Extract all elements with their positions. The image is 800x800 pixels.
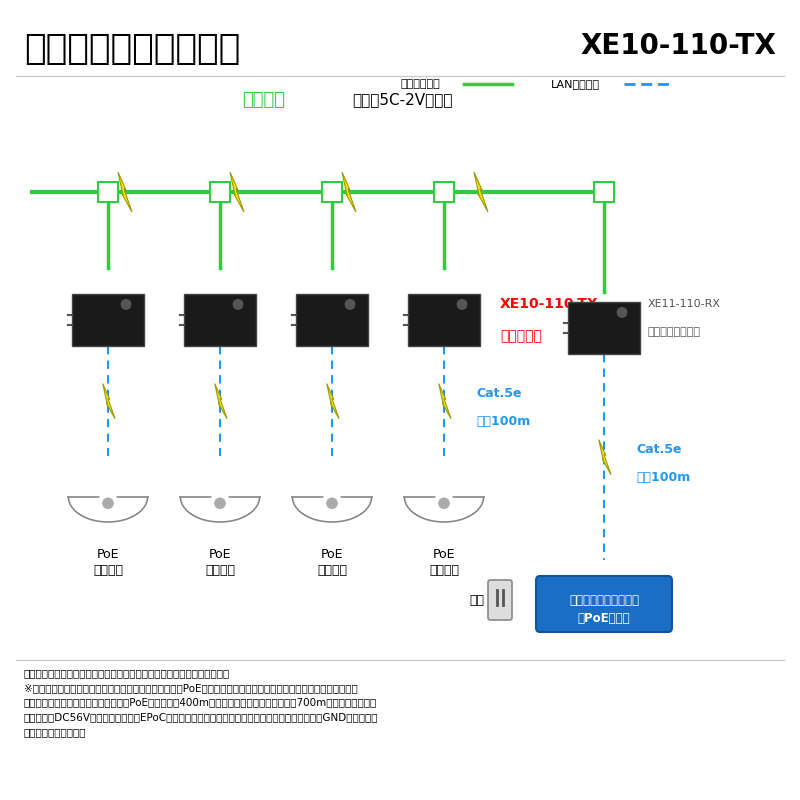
Circle shape	[322, 493, 342, 514]
Text: （PoE対応）: （PoE対応）	[578, 612, 630, 625]
Text: PoE: PoE	[321, 548, 343, 561]
Text: 対応機器: 対応機器	[205, 564, 235, 577]
Polygon shape	[230, 172, 244, 212]
Polygon shape	[214, 384, 227, 419]
Circle shape	[98, 493, 118, 514]
Text: デイジーチェーン接続は、複数の送信器を数珠繋ぎに接続する方法です。
※送信器は同軸ケーブル上の任意の位置に設置可能で、PoE給電時には最大４台、イーサネット信号: デイジーチェーン接続は、複数の送信器を数珠繋ぎに接続する方法です。 ※送信器は同…	[24, 668, 378, 738]
Polygon shape	[118, 172, 132, 212]
Text: 対応機器: 対応機器	[93, 564, 123, 577]
Polygon shape	[69, 497, 147, 522]
Text: 最大100m: 最大100m	[636, 470, 690, 484]
FancyBboxPatch shape	[322, 182, 342, 202]
Polygon shape	[405, 497, 483, 522]
Text: イーサネットスイッチ: イーサネットスイッチ	[569, 594, 639, 606]
Text: XE11-110-RX: XE11-110-RX	[648, 299, 721, 309]
Text: 電力: 電力	[469, 594, 484, 606]
Text: PoE: PoE	[209, 548, 231, 561]
Polygon shape	[293, 497, 371, 522]
Text: 最大100m: 最大100m	[476, 414, 530, 428]
FancyBboxPatch shape	[536, 576, 672, 632]
FancyBboxPatch shape	[568, 302, 640, 354]
Circle shape	[618, 307, 627, 318]
Text: （受信機・別売）: （受信機・別売）	[648, 327, 701, 337]
Text: 同軸ケーブル: 同軸ケーブル	[400, 79, 440, 89]
FancyBboxPatch shape	[98, 182, 118, 202]
Text: LANケーブル: LANケーブル	[551, 79, 600, 89]
Text: 同軸ケー: 同軸ケー	[242, 91, 286, 109]
FancyBboxPatch shape	[296, 294, 368, 346]
Text: 対応機器: 対応機器	[429, 564, 459, 577]
Text: Cat.5e: Cat.5e	[476, 386, 522, 400]
Circle shape	[326, 498, 338, 509]
FancyBboxPatch shape	[434, 182, 454, 202]
Text: デイジーチェーン接続: デイジーチェーン接続	[24, 32, 240, 66]
FancyBboxPatch shape	[594, 182, 614, 202]
Circle shape	[214, 498, 226, 509]
Text: PoE: PoE	[97, 548, 119, 561]
Text: 対応機器: 対応機器	[317, 564, 347, 577]
Polygon shape	[342, 172, 356, 212]
Polygon shape	[438, 384, 451, 419]
FancyBboxPatch shape	[184, 294, 256, 346]
FancyBboxPatch shape	[210, 182, 230, 202]
Polygon shape	[181, 497, 259, 522]
Circle shape	[210, 493, 230, 514]
Circle shape	[102, 498, 114, 509]
Text: XE10-110-TX: XE10-110-TX	[500, 297, 598, 311]
Circle shape	[234, 299, 243, 310]
Text: XE10-110-TX: XE10-110-TX	[580, 32, 776, 60]
Text: PoE: PoE	[433, 548, 455, 561]
Circle shape	[434, 493, 454, 514]
FancyBboxPatch shape	[72, 294, 144, 346]
Circle shape	[438, 498, 450, 509]
Text: ブル（5C-2V以上）: ブル（5C-2V以上）	[352, 93, 453, 107]
Polygon shape	[326, 384, 339, 419]
Text: Cat.5e: Cat.5e	[636, 442, 682, 456]
Polygon shape	[598, 440, 611, 475]
Circle shape	[122, 299, 131, 310]
Circle shape	[346, 299, 355, 310]
Polygon shape	[474, 172, 488, 212]
FancyBboxPatch shape	[488, 580, 512, 620]
Polygon shape	[102, 384, 115, 419]
Circle shape	[458, 299, 467, 310]
Text: （送信機）: （送信機）	[500, 329, 542, 343]
FancyBboxPatch shape	[408, 294, 480, 346]
